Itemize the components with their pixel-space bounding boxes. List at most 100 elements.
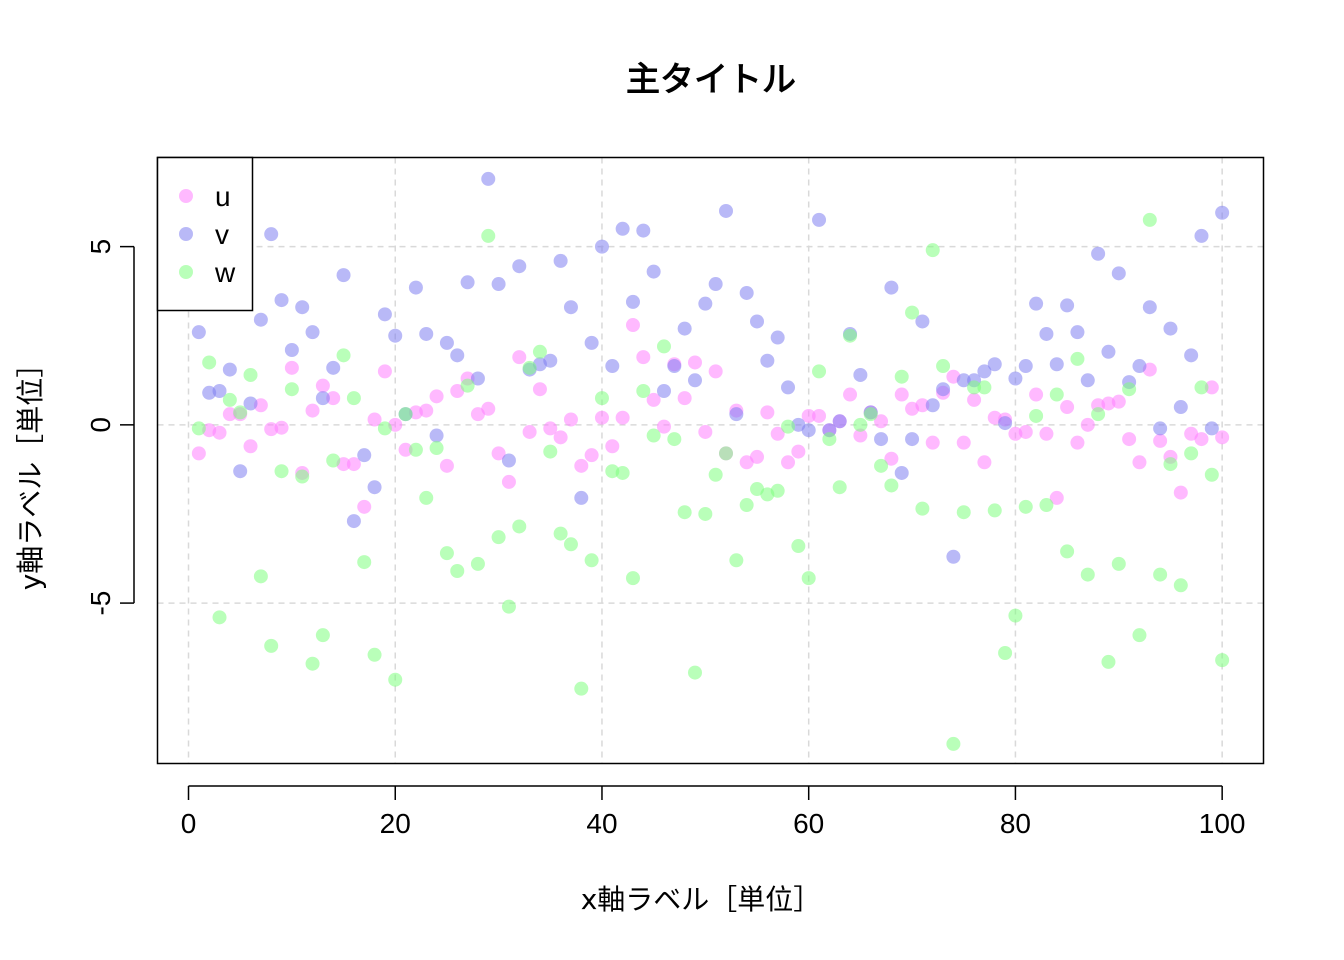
point-v-27: [470, 371, 485, 386]
legend-label-w: w: [214, 257, 236, 288]
point-v-3: [222, 362, 237, 377]
point-w-29: [491, 530, 506, 545]
point-v-19: [388, 328, 403, 343]
y-axis-label: y軸ラベル［単位］: [14, 350, 47, 591]
point-v-55: [760, 353, 775, 368]
point-u-64: [853, 428, 868, 443]
point-v-39: [594, 239, 609, 254]
legend-label-v: v: [215, 219, 229, 250]
point-w-61: [822, 432, 837, 447]
point-w-84: [1060, 544, 1075, 559]
legend-marker-u: [179, 189, 193, 203]
point-u-22: [419, 403, 434, 418]
point-v-6: [253, 312, 268, 327]
legend-label-u: u: [215, 181, 231, 212]
point-w-26: [460, 378, 475, 393]
point-v-70: [915, 314, 930, 329]
point-w-37: [574, 681, 589, 696]
point-v-15: [346, 514, 361, 529]
x-axis-label: x軸ラベル［単位］: [581, 883, 822, 916]
point-u-42: [625, 318, 640, 333]
point-u-59: [801, 408, 816, 423]
point-u-34: [543, 421, 558, 436]
point-v-84: [1060, 298, 1075, 313]
point-v-95: [1173, 400, 1188, 415]
point-u-5: [243, 439, 258, 454]
point-v-82: [1039, 326, 1054, 341]
point-v-2: [212, 383, 227, 398]
point-w-3: [222, 392, 237, 407]
point-v-53: [739, 285, 754, 300]
point-u-81: [1029, 387, 1044, 402]
point-v-81: [1029, 296, 1044, 311]
point-u-31: [512, 350, 527, 365]
point-w-0: [191, 421, 206, 436]
point-u-25: [450, 383, 465, 398]
legend-box: [156, 156, 254, 312]
point-v-49: [698, 296, 713, 311]
point-v-76: [977, 364, 992, 379]
point-v-5: [243, 396, 258, 411]
point-v-37: [574, 490, 589, 505]
point-u-7: [264, 422, 279, 437]
point-u-28: [481, 401, 496, 416]
point-u-53: [739, 455, 754, 470]
point-v-91: [1132, 359, 1147, 374]
point-u-2: [212, 425, 227, 440]
point-u-71: [925, 435, 940, 450]
point-u-67: [884, 451, 899, 466]
point-u-77: [987, 410, 1002, 425]
point-v-73: [946, 549, 961, 564]
point-v-89: [1111, 266, 1126, 281]
point-w-4: [233, 405, 248, 420]
point-w-99: [1215, 653, 1230, 668]
point-v-34: [543, 353, 558, 368]
point-w-5: [243, 367, 258, 382]
point-w-52: [729, 553, 744, 568]
point-u-11: [305, 403, 320, 418]
point-v-74: [956, 373, 971, 388]
point-w-98: [1204, 467, 1219, 482]
point-v-92: [1142, 300, 1157, 315]
point-w-25: [450, 564, 465, 579]
point-u-8: [274, 420, 289, 435]
point-u-41: [615, 410, 630, 425]
point-u-13: [326, 391, 341, 406]
point-v-87: [1091, 246, 1106, 261]
point-u-21: [408, 405, 423, 420]
point-w-41: [615, 465, 630, 480]
point-w-28: [481, 228, 496, 243]
point-w-78: [998, 645, 1013, 660]
chart-title: 主タイトル: [626, 60, 796, 100]
point-u-82: [1039, 426, 1054, 441]
point-u-27: [470, 407, 485, 422]
point-w-32: [522, 360, 537, 375]
point-u-97: [1194, 432, 1209, 447]
point-v-46: [667, 359, 682, 374]
y-tick-label-2: 5: [85, 239, 116, 255]
point-u-99: [1215, 430, 1230, 445]
point-u-49: [698, 424, 713, 439]
x-tick-label-1: 20: [380, 808, 411, 839]
point-w-20: [398, 407, 413, 422]
point-u-55: [760, 405, 775, 420]
point-v-14: [336, 268, 351, 283]
point-u-90: [1122, 432, 1137, 447]
point-w-97: [1194, 380, 1209, 395]
point-u-17: [367, 412, 382, 427]
point-v-26: [460, 275, 475, 290]
point-w-17: [367, 647, 382, 662]
point-v-97: [1194, 228, 1209, 243]
point-w-7: [264, 638, 279, 653]
point-v-60: [812, 212, 827, 227]
point-w-2: [212, 610, 227, 625]
point-u-43: [636, 350, 651, 365]
point-v-93: [1153, 421, 1168, 436]
point-u-18: [377, 364, 392, 379]
point-w-68: [894, 369, 909, 384]
point-v-57: [781, 380, 796, 395]
point-v-96: [1184, 348, 1199, 363]
point-w-70: [915, 501, 930, 516]
point-v-88: [1101, 344, 1116, 359]
point-u-23: [429, 389, 444, 404]
